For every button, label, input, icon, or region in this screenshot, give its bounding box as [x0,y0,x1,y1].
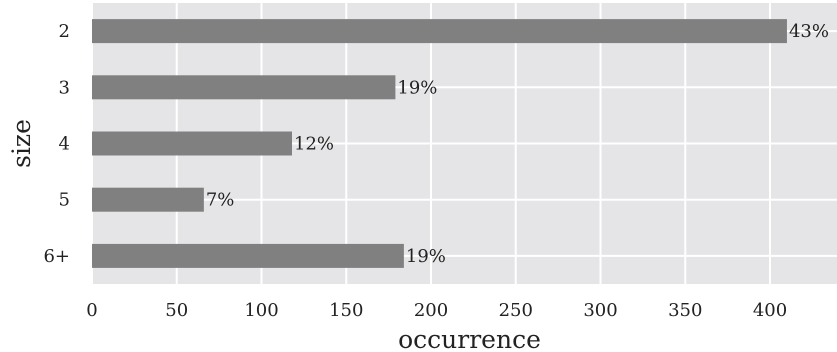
bar-3 [92,75,396,100]
x-tick-label: 50 [165,300,188,321]
x-tick-label: 0 [86,300,97,321]
x-tick-label: 300 [583,300,617,321]
bar-value-label: 19% [406,246,446,267]
x-tick-label: 150 [329,300,363,321]
bar-value-label: 19% [397,77,437,98]
x-tick-label: 100 [244,300,278,321]
y-tick-label: 3 [59,77,70,98]
y-tick-label: 2 [59,21,70,42]
bar-4 [92,131,293,156]
x-tick-label: 400 [753,300,787,321]
x-axis-title: occurrence [398,325,541,352]
bar-5 [92,187,204,212]
x-tick-label: 250 [499,300,533,321]
bar-value-label: 7% [206,190,235,211]
bar-value-label: 43% [789,21,829,42]
y-tick-label: 4 [59,134,70,155]
bar-2 [92,19,787,44]
bar-value-label: 12% [294,134,334,155]
y-tick-label: 6+ [43,246,70,267]
x-tick-labels: 0 50 100 150 200 250 300 350 400 [86,300,787,321]
y-tick-labels: 2 3 4 5 6+ [43,21,70,267]
data-labels: 43% 19% 12% 7% 19% [206,21,829,267]
x-tick-label: 200 [414,300,448,321]
bar-6+ [92,243,404,268]
y-axis-title: size [7,119,36,168]
bars [92,19,787,268]
y-tick-label: 5 [59,190,70,211]
x-tick-label: 350 [668,300,702,321]
